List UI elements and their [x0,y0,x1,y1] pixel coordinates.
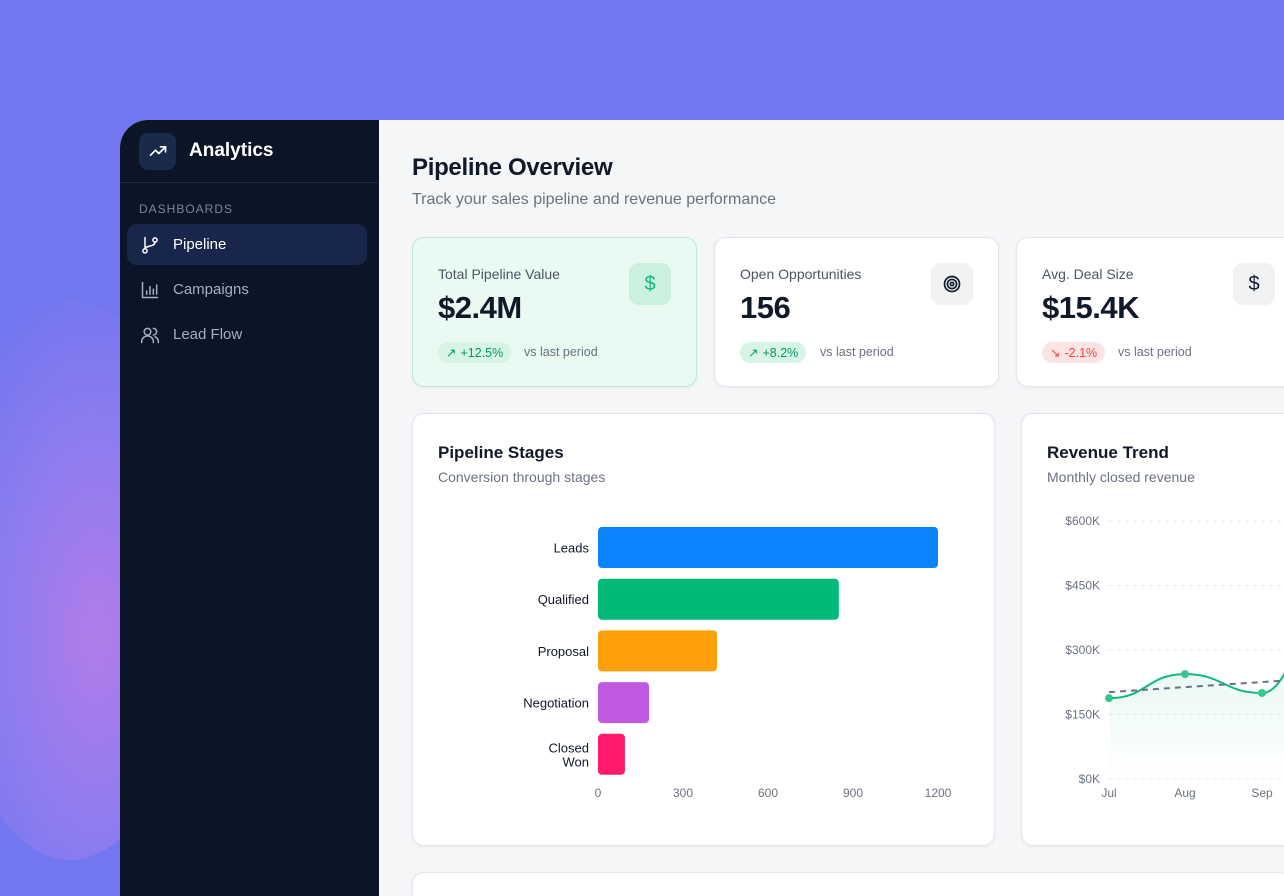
x-tick-label: Jul [1101,786,1116,800]
app-window: Analytics DASHBOARDS Pipeline Campaigns … [120,120,1284,896]
bar-label: Proposal [538,644,589,659]
chart-subtitle: Conversion through stages [438,469,606,485]
trend-up-icon: ↗ [748,346,759,360]
data-point [1258,689,1266,697]
app-name: Analytics [189,140,274,161]
kpi-value: $2.4M [438,290,522,325]
kpi-label: Open Opportunities [740,266,862,282]
x-tick-label: 600 [758,786,778,800]
chart-title: Revenue Trend [1047,443,1169,462]
bar-leads [598,527,938,568]
y-tick-label: $150K [1065,708,1100,722]
comparison-label: vs last period [820,345,894,359]
section-label: DASHBOARDS [139,202,234,216]
change-badge: ↗ +12.5% [438,342,512,363]
sidebar-item-label: Lead Flow [173,326,243,343]
x-tick-label: Aug [1174,786,1195,800]
kpi-label: Total Pipeline Value [438,266,560,282]
target-icon [931,263,973,305]
x-tick-label: 300 [673,786,693,800]
bar-qualified [598,578,839,620]
main-content: Pipeline Overview Track your sales pipel… [379,120,1284,896]
change-value: +12.5% [460,345,504,360]
bar-chart-icon [141,281,159,298]
revenue-line [1108,672,1284,700]
data-point [1105,694,1113,703]
pipeline-stages-chart: Leads Qualified Proposal Negotiation Closed W… [523,527,952,800]
brand: Analytics [120,120,379,183]
sidebar-item-label: Campaigns [173,281,249,298]
pipeline-stages-card: Pipeline Stages Conversion through stage… [412,413,995,846]
kpi-value: 156 [740,290,791,325]
bar-label: Qualified [538,592,589,607]
dollar-icon: $ [629,263,671,305]
sidebar: Analytics DASHBOARDS Pipeline Campaigns … [120,120,379,896]
trend-line [1108,679,1284,694]
sidebar-item-campaigns[interactable]: Campaigns [127,269,367,310]
chart-title: Pipeline Stages [438,443,564,462]
sidebar-item-lead-flow[interactable]: Lead Flow [127,314,367,355]
trend-down-icon: ↘ [1050,346,1061,360]
bar-closed-won [598,733,625,775]
change-value: -2.1% [1064,345,1098,360]
git-branch-icon [142,236,158,254]
comparison-label: vs last period [524,345,598,359]
kpi-value: $15.4K [1042,290,1139,325]
bar-negotiation [598,682,649,724]
change-value: +8.2% [762,345,799,360]
x-tick-label: 900 [843,786,863,800]
area-fill [1109,674,1284,779]
revenue-trend-card: Revenue Trend Monthly closed revenue $0K… [1021,413,1284,846]
x-tick-label: Sep [1251,786,1273,800]
chart-subtitle: Monthly closed revenue [1047,469,1195,485]
sidebar-item-label: Pipeline [173,236,227,253]
y-tick-label: $450K [1065,579,1100,593]
kpi-card-open-opportunities: Open Opportunities 156 ↗ +8.2% vs last pe… [714,237,999,387]
dollar-icon: $ [1233,263,1275,305]
sidebar-item-pipeline[interactable]: Pipeline [127,224,367,265]
kpi-label: Avg. Deal Size [1042,266,1134,282]
change-badge: ↘ -2.1% [1042,342,1106,363]
y-tick-label: $600K [1065,514,1100,528]
bar-proposal [598,630,717,672]
users-icon [140,327,160,343]
comparison-label: vs last period [1118,345,1192,359]
bar-label: Leads [554,541,590,556]
trend-up-icon: ↗ [446,346,457,360]
x-tick-label: 1200 [925,786,952,800]
data-point [1181,670,1189,679]
y-tick-label: $0K [1079,772,1100,786]
page-subtitle: Track your sales pipeline and revenue pe… [412,191,777,208]
page-title: Pipeline Overview [412,154,613,181]
kpi-card-avg-deal-size: Avg. Deal Size $15.4K $ ↘ -2.1% vs last p… [1016,237,1284,387]
bottom-card [412,872,1284,896]
bar-label: Closed Won [549,740,589,769]
y-tick-label: $300K [1065,643,1100,657]
bar-label: Negotiation [523,696,589,711]
trending-up-icon [139,132,176,170]
kpi-card-total-pipeline: Total Pipeline Value $2.4M $ ↗ +12.5% vs … [412,237,697,387]
x-tick-label: 0 [595,786,602,800]
revenue-trend-chart: $0K $150K $300K $450K $600K Jul Aug Sep [1065,514,1284,800]
change-badge: ↗ +8.2% [740,342,807,363]
